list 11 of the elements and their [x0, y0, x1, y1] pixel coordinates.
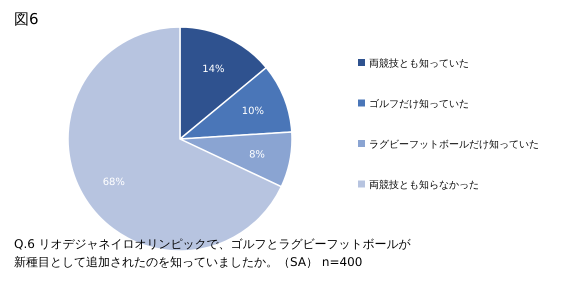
- text: Q.6 リオデジャネイロオリンピックで、ゴルフとラグビーフットボールが: [14, 237, 412, 251]
- chart-title: 図6: [14, 10, 39, 28]
- data-label: 8%: [249, 150, 265, 161]
- legend-label: ゴルフだけ知っていた: [369, 98, 469, 110]
- legend-label: ラグビーフットボールだけ知っていた: [369, 138, 539, 150]
- text: 新種目として追加されたのを知っていましたか。（SA） n=400: [14, 255, 362, 269]
- legend-label: 両競技とも知らなかった: [369, 179, 479, 191]
- data-label: 10%: [242, 106, 264, 118]
- legend-label: 両競技とも知っていた: [369, 58, 469, 70]
- data-label: 14%: [202, 64, 224, 76]
- data-label: 68%: [102, 177, 125, 188]
